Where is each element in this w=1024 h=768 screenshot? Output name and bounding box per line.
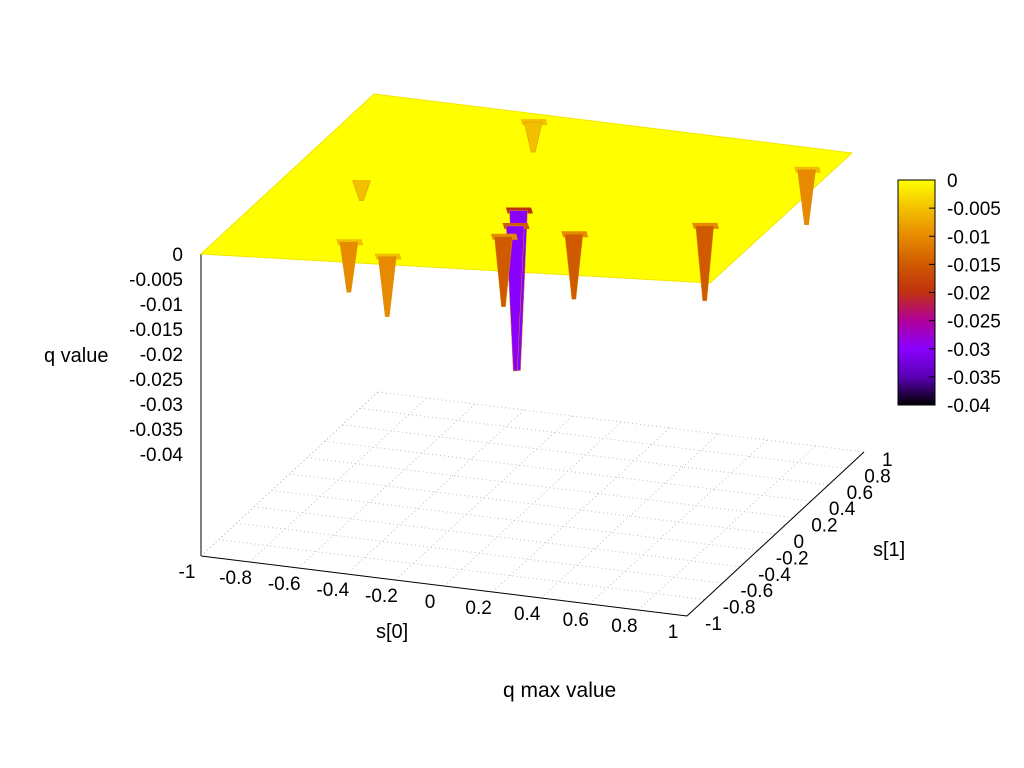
colorbar-rect — [897, 179, 936, 406]
z-axis-ticks: 0 -0.005 -0.01 -0.015 -0.02 -0.025 -0.03 -0.035… — [129, 245, 183, 466]
colorbar-tick-label: -0.01 — [947, 227, 990, 248]
x-tick-label: -0.8 — [219, 568, 252, 589]
grid-line-y — [218, 539, 705, 601]
z-tick-label: -0.005 — [129, 270, 183, 291]
x-tick-label: -0.2 — [365, 586, 398, 607]
grid-line-y — [289, 473, 776, 535]
grid-line-y — [324, 440, 811, 502]
z-tick-label: -0.025 — [129, 370, 183, 391]
surface-dips — [336, 119, 821, 372]
x-tick-label: 0 — [425, 592, 436, 613]
x-tick-label: -1 — [179, 562, 196, 583]
z-axis-label: q value — [44, 345, 109, 367]
x-tick-label: -0.6 — [268, 574, 301, 595]
x-axis-label: s[0] — [376, 621, 408, 643]
surface-dip — [339, 241, 359, 293]
colorbar-tick-label: -0.015 — [947, 255, 1001, 276]
y-axis-ticks: -1-0.8-0.6-0.4-0.20 0.20.40.60.81 — [705, 450, 893, 635]
y-tick-label: 0.4 — [829, 499, 856, 520]
y-tick-label: -1 — [705, 614, 722, 635]
colorbar-ticks: 0 -0.005 -0.01 -0.015 -0.02 -0.025 -0.03 -0.035… — [929, 171, 1001, 417]
grid-line-x — [492, 427, 670, 593]
grid-line-x — [395, 415, 573, 581]
z-tick-label: -0.02 — [140, 345, 183, 366]
grid-line-x — [589, 439, 768, 605]
left-baseline — [200, 391, 379, 557]
grid-line-y — [271, 489, 758, 551]
y-tick-label: 0 — [794, 532, 805, 553]
x-tick-label: 0.4 — [514, 604, 541, 625]
grid-line-x — [540, 433, 719, 599]
surface-dip — [352, 180, 371, 201]
x-axis-ticks: -1 -0.8 -0.6 -0.4 -0.2 0 0.2 0.4 0.6 0.8 1 — [179, 562, 679, 643]
grid-line-y — [342, 424, 829, 486]
x-tick-label: 0.8 — [611, 616, 637, 637]
colorbar — [897, 179, 936, 406]
x-baseline — [200, 555, 688, 617]
x-tick-label: -0.4 — [316, 580, 349, 601]
colorbar-tick-label: -0.035 — [947, 368, 1001, 389]
colorbar-tick-label: 0 — [947, 171, 958, 192]
colorbar-tick-label: -0.025 — [947, 312, 1001, 333]
surface-dip — [797, 169, 816, 226]
colorbar-tick-label: -0.04 — [947, 396, 991, 417]
grid-line-y — [254, 506, 741, 568]
y-tick-label: -0.6 — [740, 581, 773, 602]
chart-title: q max value — [503, 679, 616, 702]
z-tick-label: -0.01 — [140, 295, 183, 316]
z-tick-label: -0.04 — [140, 445, 184, 466]
colorbar-tick-label: -0.02 — [947, 284, 990, 305]
surface-dip — [494, 236, 513, 308]
z-tick-label: 0 — [172, 245, 183, 266]
grid-line-x — [346, 409, 525, 575]
z-tick-label: -0.035 — [129, 420, 183, 441]
grid-line-y — [236, 522, 723, 584]
z-tick-label: -0.015 — [129, 320, 183, 341]
surface-dip — [377, 256, 397, 317]
colorbar-tick-label: -0.005 — [947, 199, 1001, 220]
grid-line-y — [360, 407, 847, 469]
y-tick-label: 0.6 — [847, 483, 873, 504]
surface-dip — [505, 225, 525, 372]
y-tick-label: 0.2 — [811, 516, 837, 537]
base-grid — [200, 254, 865, 617]
y-baseline — [686, 451, 865, 617]
z-tick-label: -0.03 — [140, 395, 183, 416]
y-tick-label: 1 — [882, 450, 893, 471]
surface-dip — [564, 233, 584, 300]
x-tick-label: 0.2 — [465, 598, 491, 619]
surface-dip — [523, 121, 543, 153]
surface-dip — [695, 225, 714, 302]
y-tick-label: -0.8 — [723, 598, 756, 619]
grid-line-y — [377, 391, 865, 453]
surface — [199, 93, 854, 284]
y-tick-label: 0.8 — [864, 466, 890, 487]
x-tick-label: 0.6 — [563, 610, 589, 631]
colorbar-tick-label: -0.03 — [947, 340, 990, 361]
grid-line-y — [307, 457, 794, 519]
y-axis-label: s[1] — [873, 539, 905, 561]
y-tick-label: -0.4 — [758, 565, 791, 586]
surface-plane — [199, 93, 854, 284]
y-tick-label: -0.2 — [776, 548, 809, 569]
grid-line-x — [297, 403, 476, 569]
x-tick-label: 1 — [668, 622, 679, 643]
